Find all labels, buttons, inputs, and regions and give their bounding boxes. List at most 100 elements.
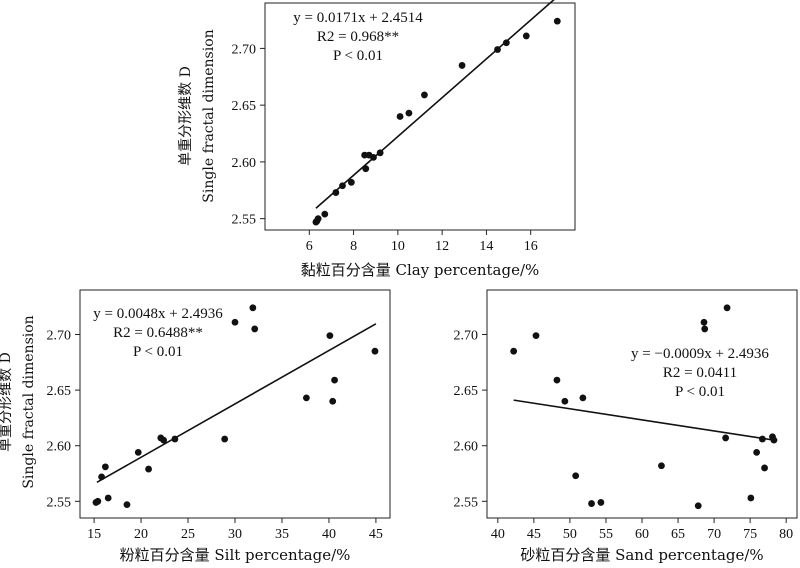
y-tick-label: 2.55 <box>47 495 72 510</box>
data-point <box>522 32 530 40</box>
data-point <box>405 109 413 117</box>
x-tick-label: 80 <box>779 527 793 542</box>
data-point <box>339 182 346 190</box>
data-point <box>421 91 428 99</box>
x-axis-label: 砂粒百分含量 Sand percentage/% <box>520 546 763 564</box>
x-tick-label: 70 <box>707 527 721 542</box>
x-tick-label: 6 <box>306 239 313 254</box>
data-point <box>458 62 466 69</box>
data-point <box>588 500 595 507</box>
data-point <box>753 448 761 456</box>
x-tick-label: 15 <box>87 527 101 542</box>
data-point <box>770 436 778 444</box>
equation-line: R2 = 0.0411 <box>663 365 737 381</box>
data-point <box>701 325 709 333</box>
equation-line: R2 = 0.968** <box>317 29 399 45</box>
plot-frame <box>486 289 798 519</box>
y-axis-label: Single fractal dimension <box>21 315 37 488</box>
x-tick-label: 14 <box>479 239 493 254</box>
data-point <box>370 153 377 161</box>
y-tick-label: 2.55 <box>232 213 257 228</box>
data-point <box>332 189 340 196</box>
silt-scatter-panel: 15 20 25 30 35 40 45 2.55 2.60 2.65 2.70 y = 0.0048… <box>0 289 391 564</box>
plot-frame <box>264 2 576 231</box>
y-axis-label: 单重分形维数 D <box>0 352 14 452</box>
sand-scatter-panel: 40 45 50 55 60 65 70 75 80 2.55 2.60 2.65 2.70 y = −0… <box>454 289 798 564</box>
data-point <box>553 17 561 25</box>
y-tick-label: 2.65 <box>454 384 479 399</box>
data-point <box>104 494 112 502</box>
y-tick-label: 2.60 <box>232 156 257 171</box>
x-tick-label: 55 <box>599 527 613 542</box>
data-point <box>362 165 370 173</box>
data-point <box>722 434 730 442</box>
data-point <box>761 464 768 472</box>
y-tick-label: 2.70 <box>232 42 257 57</box>
data-point <box>101 463 109 471</box>
equation-line: R2 = 0.6488** <box>113 325 203 341</box>
x-tick-label: 25 <box>181 527 195 542</box>
data-point <box>249 304 257 312</box>
data-point <box>326 332 334 339</box>
x-tick-label: 45 <box>369 527 383 542</box>
x-tick-label: 60 <box>635 527 649 542</box>
data-point <box>329 397 337 405</box>
x-tick-label: 35 <box>275 527 289 542</box>
data-point <box>251 325 259 333</box>
equation-line: P < 0.01 <box>133 344 183 360</box>
x-tick-label: 8 <box>350 239 357 254</box>
equation-line: P < 0.01 <box>675 384 725 400</box>
y-tick-label: 2.70 <box>47 328 72 343</box>
x-tick-label: 45 <box>527 527 541 542</box>
data-point <box>347 178 355 186</box>
y-axis-label: Single fractal dimension <box>201 29 217 202</box>
y-tick-label: 2.60 <box>47 440 72 455</box>
x-tick-label: 65 <box>671 527 685 542</box>
regression-line <box>513 399 775 441</box>
data-point <box>510 347 518 355</box>
x-tick-label: 40 <box>491 527 505 542</box>
x-tick-label: 12 <box>435 239 449 254</box>
data-point <box>396 113 404 120</box>
data-point <box>171 435 179 443</box>
data-point <box>98 473 106 481</box>
y-tick-label: 2.60 <box>454 440 479 455</box>
data-point <box>221 435 229 443</box>
x-tick-label: 30 <box>228 527 242 542</box>
data-point <box>94 497 102 505</box>
x-tick-label: 20 <box>134 527 148 542</box>
data-point <box>494 46 501 53</box>
data-point <box>579 394 587 402</box>
data-point <box>160 436 168 444</box>
data-point <box>123 501 131 509</box>
x-tick-label: 40 <box>322 527 336 542</box>
x-axis-label: 粉粒百分含量 Silt percentage/% <box>120 546 351 564</box>
clay-scatter-panel: 6 8 10 12 14 16 2.55 2.60 2.65 2.70 y = 0.0171x + … <box>178 0 576 279</box>
data-point <box>302 394 310 402</box>
regression-line <box>315 0 555 209</box>
x-tick-label: 75 <box>743 527 757 542</box>
y-tick-label: 2.65 <box>47 384 72 399</box>
data-point <box>758 435 766 443</box>
y-tick-label: 2.70 <box>454 328 479 343</box>
data-point <box>694 502 702 510</box>
data-point <box>502 39 510 47</box>
data-point <box>723 304 731 312</box>
data-point <box>376 149 384 157</box>
data-point <box>331 376 338 384</box>
data-point <box>371 347 379 355</box>
data-point <box>314 215 322 223</box>
data-point <box>572 472 580 480</box>
data-point <box>532 332 540 339</box>
y-axis-label: 单重分形维数 D <box>178 66 194 166</box>
data-point <box>553 376 561 384</box>
x-tick-label: 50 <box>563 527 577 542</box>
x-tick-label: 10 <box>391 239 405 254</box>
x-axis-label: 黏粒百分含量 Clay percentage/% <box>301 261 540 279</box>
data-point <box>134 448 142 456</box>
data-point <box>561 397 569 405</box>
regression-line <box>96 323 377 484</box>
data-point <box>145 465 152 473</box>
equation-line: P < 0.01 <box>333 48 383 64</box>
